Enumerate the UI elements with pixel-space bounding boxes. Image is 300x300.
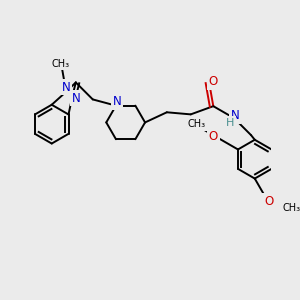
Text: N: N (72, 92, 81, 105)
Text: O: O (208, 75, 218, 88)
Text: N: N (62, 81, 70, 94)
Text: O: O (264, 195, 273, 208)
Text: O: O (209, 130, 218, 143)
Text: CH₃: CH₃ (188, 119, 206, 130)
Text: CH₃: CH₃ (51, 58, 69, 68)
Text: N: N (231, 109, 239, 122)
Text: CH₃: CH₃ (283, 203, 300, 213)
Text: H: H (226, 118, 235, 128)
Text: N: N (112, 95, 121, 108)
